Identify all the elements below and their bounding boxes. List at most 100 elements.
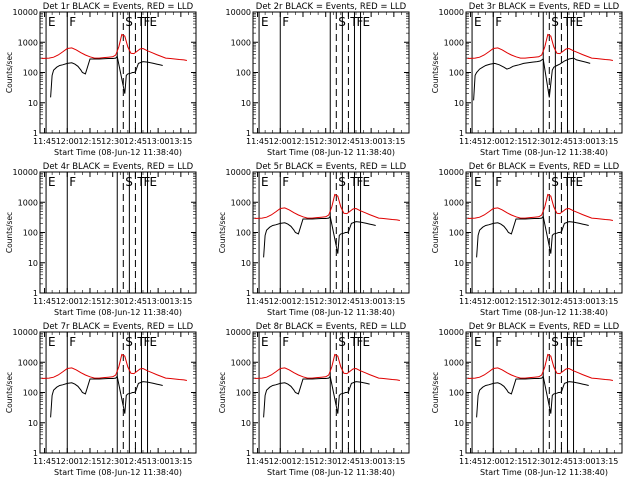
x-tick-label: 12:30 [527,297,550,306]
event-marker-label: S [125,15,133,29]
lld-series-line [41,353,187,381]
x-tick-label: 12:15 [78,457,101,466]
event-marker-label: E [150,15,158,29]
x-axis-label: Start Time (08-Jun-12 11:38:40) [267,148,395,157]
y-tick-label: 10 [28,419,38,428]
x-axis-label: Start Time (08-Jun-12 11:38:40) [480,148,608,157]
panel-title: Det 5r BLACK = Events, RED = LLD [256,162,407,172]
plot-frame [252,11,410,134]
y-tick-label: 10000 [226,328,251,337]
event-marker-label: T [136,175,145,189]
y-axis-label: Counts/sec [5,212,14,253]
plot-frame [465,171,623,294]
x-tick-label: 12:45 [124,297,147,306]
y-axis-label: Counts/sec [218,212,227,253]
event-marker-label: E [576,175,584,189]
detector-panel: Det 6r BLACK = Events, RED = LLD 1 10 100 10… [431,162,623,317]
y-tick-label: 10000 [13,168,38,177]
y-tick-label: 1 [33,289,38,298]
y-tick-label: 1 [246,449,251,458]
x-tick-label: 13:00 [360,297,383,306]
events-series-line [50,55,163,98]
panel-title: Det 6r BLACK = Events, RED = LLD [469,162,620,172]
x-tick-label: 13:00 [147,297,170,306]
x-tick-label: 12:15 [291,457,314,466]
y-axis-label: Counts/sec [431,52,440,93]
y-tick-label: 1000 [231,358,251,367]
x-tick-label: 12:30 [314,457,337,466]
lld-series-line [41,33,187,61]
y-axis-label: Counts/sec [431,372,440,413]
x-tick-label: 11:45 [246,137,269,146]
event-marker-label: E [48,175,56,189]
y-tick-label: 10000 [439,328,464,337]
x-tick-label: 12:15 [291,297,314,306]
y-tick-label: 1000 [231,198,251,207]
x-axis-label: Start Time (08-Jun-12 11:38:40) [54,148,182,157]
x-tick-label: 13:00 [360,457,383,466]
event-marker-label: E [48,15,56,29]
x-tick-label: 11:45 [459,457,482,466]
y-tick-label: 10 [241,419,251,428]
x-tick-label: 13:00 [573,137,596,146]
x-tick-label: 12:30 [527,137,550,146]
event-marker-label: F [495,335,502,349]
x-axis-label: Start Time (08-Jun-12 11:38:40) [267,468,395,477]
events-series-line [263,215,376,258]
panel-title: Det 9r BLACK = Events, RED = LLD [469,322,620,332]
event-marker-label: F [356,335,363,349]
event-marker-label: T [136,335,145,349]
event-marker-label: T [349,335,358,349]
event-marker-label: F [356,15,363,29]
event-marker-label: T [349,175,358,189]
y-axis-label: Counts/sec [5,52,14,93]
x-tick-label: 12:30 [314,297,337,306]
plot-frame [252,331,410,454]
detector-panel: Det 5r BLACK = Events, RED = LLD 1 10 100 10… [218,162,410,317]
x-tick-label: 11:45 [459,137,482,146]
event-marker-label: F [69,15,76,29]
y-tick-label: 1000 [444,198,464,207]
event-marker-label: E [474,15,482,29]
detector-panel: Det 1r BLACK = Events, RED = LLD 1 10 100 10… [5,2,197,157]
x-tick-label: 12:30 [101,297,124,306]
y-tick-label: 1000 [18,358,38,367]
panel-title: Det 1r BLACK = Events, RED = LLD [43,2,194,12]
plot-frame [465,11,623,134]
y-tick-label: 1000 [444,358,464,367]
y-tick-label: 1 [459,129,464,138]
x-tick-label: 13:15 [169,137,192,146]
x-tick-label: 13:15 [595,137,618,146]
x-tick-label: 12:30 [101,457,124,466]
x-tick-label: 12:00 [269,457,292,466]
events-series-line [50,375,163,418]
y-tick-label: 1000 [444,38,464,47]
y-tick-label: 100 [236,229,251,238]
x-tick-label: 13:15 [382,457,405,466]
y-tick-label: 10 [28,99,38,108]
lld-series-line [467,193,613,221]
detector-panel: Det 7r BLACK = Events, RED = LLD 1 10 100 10… [5,322,197,477]
y-tick-label: 10000 [226,8,251,17]
x-tick-label: 13:15 [595,457,618,466]
x-tick-label: 12:45 [337,137,360,146]
y-tick-label: 100 [449,69,464,78]
event-marker-label: F [143,15,150,29]
event-marker-label: S [338,175,346,189]
x-tick-label: 13:15 [169,297,192,306]
panel-title: Det 8r BLACK = Events, RED = LLD [256,322,407,332]
event-marker-label: S [551,175,559,189]
y-tick-label: 100 [236,389,251,398]
event-marker-label: F [282,15,289,29]
y-tick-label: 10000 [13,8,38,17]
y-tick-label: 1 [246,289,251,298]
event-marker-label: T [562,175,571,189]
events-series-line [476,215,589,258]
x-tick-label: 12:15 [504,297,527,306]
y-tick-label: 10 [241,99,251,108]
y-tick-label: 100 [23,229,38,238]
event-marker-label: T [562,15,571,29]
x-tick-label: 11:45 [33,457,56,466]
event-marker-label: E [363,15,371,29]
